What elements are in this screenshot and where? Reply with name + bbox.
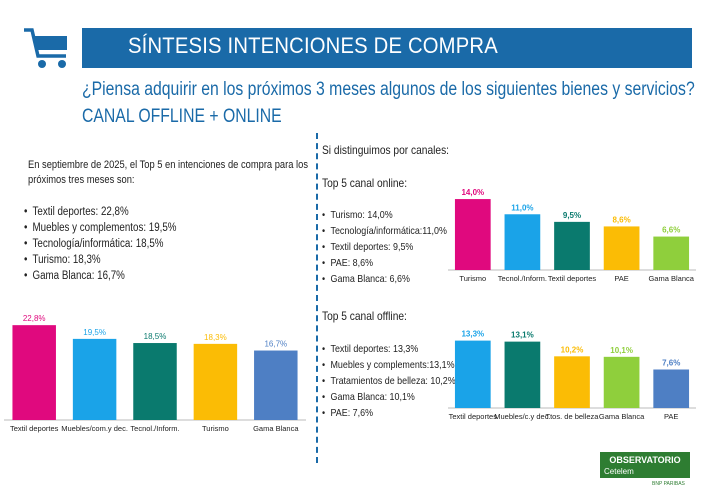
category-label: Textil deportes bbox=[10, 424, 59, 433]
bar-value-label: 13,1% bbox=[511, 331, 534, 340]
section-divider bbox=[316, 133, 318, 463]
category-label: Textil deportes bbox=[449, 412, 498, 421]
bar-value-label: 18,5% bbox=[144, 332, 167, 341]
category-label: Muebles/com.y dec. bbox=[61, 424, 128, 433]
question-text: ¿Piensa adquirir en los próximos 3 meses… bbox=[82, 79, 695, 100]
list-item: Tecnología/informática: 18,5% bbox=[24, 236, 176, 252]
category-label: Turismo bbox=[459, 274, 486, 283]
left-intro-line1: En septiembre de 2025, el Top 5 en inten… bbox=[28, 159, 308, 171]
bar-value-label: 13,3% bbox=[461, 330, 484, 339]
list-item: Muebles y complements:13,1% bbox=[322, 357, 456, 373]
list-item: Turismo: 14,0% bbox=[322, 207, 447, 223]
bar-value-label: 8,6% bbox=[612, 215, 630, 224]
bar-value-label: 10,2% bbox=[561, 345, 584, 354]
category-label: Muebles/c.y dec. bbox=[494, 412, 550, 421]
bar-value-label: 11,0% bbox=[511, 203, 533, 212]
shopping-cart-icon bbox=[24, 28, 67, 68]
observatorio-cetelem-logo: OBSERVATORIO Cetelem BNP PARIBAS bbox=[600, 452, 690, 487]
category-label: Tecnol./Inform. bbox=[130, 424, 179, 433]
channels-intro: Si distinguimos por canales: bbox=[322, 143, 450, 157]
chart-online-channel: 14,0% Turismo 11,0% Tecnol./Inform. 9,5% Text… bbox=[448, 188, 696, 283]
page-title: SÍNTESIS INTENCIONES DE COMPRA bbox=[128, 33, 498, 58]
category-label: Tecnol./Inform. bbox=[498, 274, 547, 283]
offline-list: Textil deportes: 13,3% Muebles y complem… bbox=[322, 341, 456, 421]
left-intro-line2: próximos tres meses son: bbox=[28, 174, 135, 186]
list-item: Tratamientos de belleza: 10,2% bbox=[322, 373, 456, 389]
logo-tag: BNP PARIBAS bbox=[652, 481, 686, 487]
category-label: Gama Blanca bbox=[648, 274, 694, 283]
channel-subtitle: CANAL OFFLINE + ONLINE bbox=[82, 106, 282, 127]
bar-value-label: 6,6% bbox=[662, 226, 680, 235]
bar-value-label: 7,6% bbox=[662, 358, 680, 367]
bar-3 bbox=[603, 356, 640, 408]
bar-value-label: 16,7% bbox=[264, 340, 287, 349]
bar-value-label: 14,0% bbox=[461, 188, 484, 197]
list-item: PAE: 7,6% bbox=[322, 405, 456, 421]
bar-value-label: 9,5% bbox=[563, 211, 581, 220]
list-item: Textil deportes: 22,8% bbox=[24, 204, 176, 220]
bar-2 bbox=[133, 343, 177, 420]
bar-4 bbox=[653, 369, 690, 408]
category-label: Textil deportes bbox=[548, 274, 597, 283]
top5-list: Textil deportes: 22,8% Muebles y complem… bbox=[24, 204, 176, 284]
online-title: Top 5 canal online: bbox=[322, 176, 408, 190]
logo-brand: OBSERVATORIO bbox=[609, 455, 680, 465]
bar-value-label: 19,5% bbox=[83, 328, 106, 337]
online-list: Turismo: 14,0% Tecnología/informática:11… bbox=[322, 207, 447, 287]
list-item: Gama Blanca: 6,6% bbox=[322, 271, 447, 287]
category-label: Turismo bbox=[202, 424, 229, 433]
list-item: Turismo: 18,3% bbox=[24, 252, 176, 268]
list-item: PAE: 8,6% bbox=[322, 255, 447, 271]
bar-1 bbox=[72, 338, 117, 420]
bar-2 bbox=[554, 221, 590, 270]
chart-offline-channel: 13,3% Textil deportes 13,1% Muebles/c.y dec… bbox=[448, 330, 696, 421]
list-item: Gama Blanca: 10,1% bbox=[322, 389, 456, 405]
list-item: Muebles y complementos: 19,5% bbox=[24, 220, 176, 236]
bar-4 bbox=[254, 350, 298, 420]
list-item: Tecnología/informática:11,0% bbox=[322, 223, 447, 239]
title-banner bbox=[82, 28, 692, 68]
bar-0 bbox=[12, 325, 56, 420]
bar-value-label: 22,8% bbox=[23, 314, 46, 323]
category-label: Ttos. de belleza bbox=[546, 412, 600, 421]
logo-sub: Cetelem bbox=[604, 467, 634, 476]
bar-1 bbox=[504, 214, 541, 270]
category-label: Gama Blanca bbox=[253, 424, 299, 433]
bar-value-label: 18,3% bbox=[204, 333, 227, 342]
list-item: Textil deportes: 9,5% bbox=[322, 239, 447, 255]
list-item: Gama Blanca: 16,7% bbox=[24, 268, 176, 284]
bar-2 bbox=[554, 356, 590, 408]
left-intro: En septiembre de 2025, el Top 5 en inten… bbox=[28, 158, 308, 188]
bar-0 bbox=[454, 340, 491, 408]
bar-0 bbox=[454, 199, 491, 270]
bar-value-label: 10,1% bbox=[610, 346, 633, 355]
category-label: PAE bbox=[664, 412, 678, 421]
list-item: Textil deportes: 13,3% bbox=[322, 341, 456, 357]
category-label: Gama Blanca bbox=[599, 412, 645, 421]
chart-total-intentions: 22,8% Textil deportes 19,5% Muebles/com.y d… bbox=[4, 314, 306, 433]
bar-4 bbox=[653, 236, 690, 270]
bar-3 bbox=[193, 343, 238, 420]
category-label: PAE bbox=[614, 274, 628, 283]
bar-3 bbox=[603, 226, 640, 270]
offline-title: Top 5 canal offline: bbox=[322, 309, 407, 323]
bar-1 bbox=[504, 341, 541, 408]
